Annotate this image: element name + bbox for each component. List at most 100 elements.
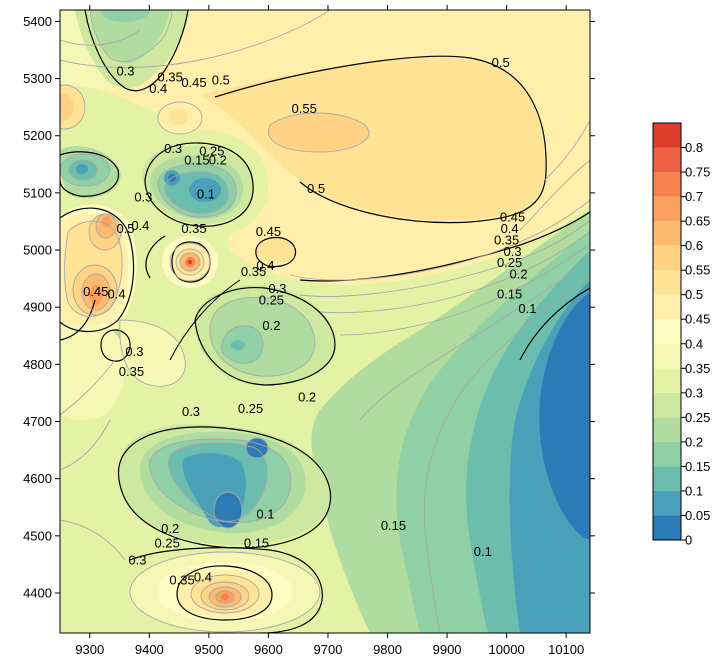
contour-line-045-w2 [60,299,96,341]
fill-region-mid-01 [231,340,245,350]
contour-label: 0.5 [116,221,134,236]
colorbar-swatch [653,123,681,148]
contour-label: 0.4 [501,221,519,236]
contour-label: 0.35 [181,221,206,236]
contour-label: 0.3 [164,141,182,156]
x-tick-label: 10100 [548,642,584,657]
contour-label: 0.3 [116,64,134,79]
colorbar-swatch [653,319,681,344]
contour-line-05-e [255,236,297,268]
colorbar-label: 0.6 [685,238,703,253]
colorbar-swatch [653,392,681,418]
contour-label: 0.1 [256,507,274,522]
contour-label: 0.4 [194,570,212,585]
contour-label: 0.15 [381,518,406,533]
x-tick-label: 9500 [194,642,223,657]
x-tick-label: 9600 [254,642,283,657]
fill-region-east-05 [200,57,545,221]
contour-label: 0.15 [497,287,522,302]
colorbar-label: 0.55 [685,263,710,278]
contour-line-035-wlow [100,329,131,362]
fill-region-nw-high-b [60,93,74,121]
fill-region-sc-0a [214,492,242,528]
contour-line-01-se [169,279,241,361]
fill-region-nw-005 [76,164,88,174]
contour-label: 0.2 [298,390,316,405]
contour-label: 0.5 [492,55,510,70]
colorbar-label: 0.35 [685,361,710,376]
contour-label: 0.35 [494,232,519,247]
contour-label: 0.25 [238,401,263,416]
fill-region-c-08 [188,260,192,264]
colorbar-label: 0.65 [685,214,710,229]
colorbar-swatch [653,368,681,393]
contour-label: 0.15 [184,152,209,167]
colorbar-label: 0.4 [685,336,703,351]
contour-label: 0.2 [209,152,227,167]
fill-region-w-065a [102,216,112,228]
contour-lines [60,10,590,633]
contour-label: 0.3 [268,281,286,296]
contour-line-03-mid [194,287,336,386]
y-tick-label: 4500 [23,528,52,543]
x-tick-label: 9300 [75,642,104,657]
y-axis: 4400 4500 4600 4700 4800 4900 5000 5100 5200 5300… [23,14,595,600]
colorbar-label: 0.75 [685,165,710,180]
fill-region-w-lower [60,323,126,420]
contour-label: 0.3 [134,189,152,204]
contour-label: 0.35 [119,364,144,379]
fill-region-n-05 [168,109,188,125]
contour-line-01-nc [144,142,254,227]
colorbar-swatch [653,466,681,491]
contour-label: 0.45 [500,209,525,224]
y-tick-label: 5400 [23,14,52,29]
x-tick-label: 9400 [135,642,164,657]
contour-line-01-east [519,287,590,361]
colorbar-swatch [653,417,681,442]
contour-label: 0.3 [125,344,143,359]
contour-label: 0.3 [504,244,522,259]
fill-region-s-07 [221,594,229,600]
contour-label: 0.1 [518,301,536,316]
colorbar-swatch [653,172,681,197]
contour-line-03-s [129,547,323,633]
contour-line-03-sc [117,426,332,549]
contour-label: 0.4 [108,287,126,302]
colorbar-label: 0.25 [685,410,710,425]
contour-label: 0.4 [149,81,167,96]
y-tick-label: 5100 [23,185,52,200]
colorbar-label: 0.5 [685,287,703,302]
colorbar-swatch [653,245,681,271]
colorbar-label: 0.1 [685,483,703,498]
contour-label: 0.1 [197,187,215,202]
y-tick-label: 4900 [23,300,52,315]
contour-labels: 0.50.550.50.50.450.40.350.30.3 0.250.20.1… [83,55,536,587]
fill-region-top-light [60,10,115,90]
colorbar-label: 0 [685,533,692,548]
y-tick-label: 4700 [23,414,52,429]
contour-label: 0.35 [158,69,183,84]
plot-frame [59,9,591,634]
fill-region-w-065b [89,285,103,305]
y-tick-label: 5200 [23,128,52,143]
fill-region-sc-0b [246,438,268,458]
fill-region-e-05 [256,237,296,263]
colorbar-label: 0.15 [685,459,710,474]
fill-region-east-055 [268,112,369,152]
contour-label: 0.25 [497,255,522,270]
contour-label: 0.35 [169,572,194,587]
contour-line-04-c [145,235,166,279]
colorbar-label: 0.45 [685,312,710,327]
contour-label: 0.4 [131,218,149,233]
fill-region-top-015 [100,10,150,22]
fill-region-se-0 [539,292,590,540]
contour-label: 0.3 [128,552,146,567]
contour-label: 0.2 [510,267,528,282]
contour-label: 0.2 [161,521,179,536]
contour-label: 0.15 [244,535,269,550]
colorbar-swatch [653,490,681,516]
colorbar-label: 0.8 [685,140,703,155]
colorbar-swatch [653,441,681,467]
colorbar-swatch [653,515,681,540]
